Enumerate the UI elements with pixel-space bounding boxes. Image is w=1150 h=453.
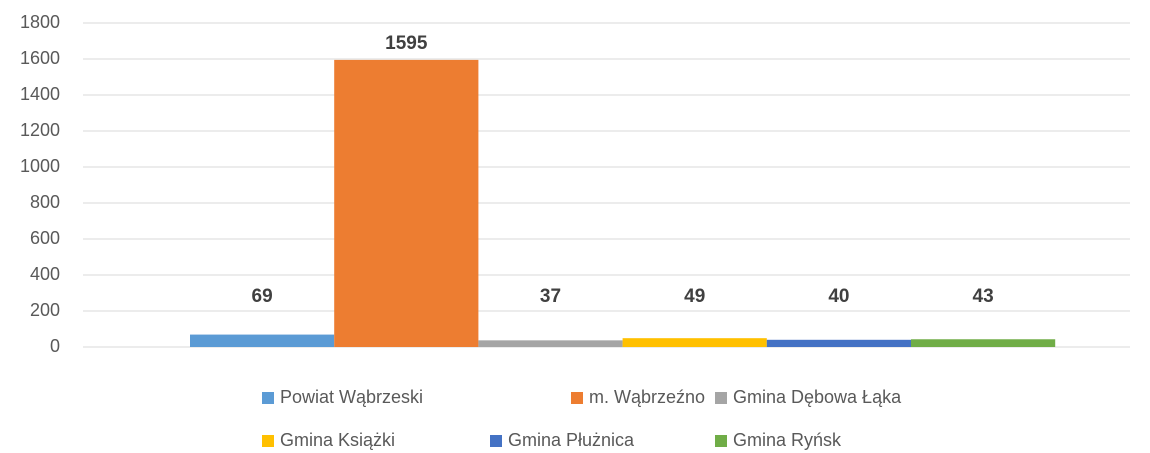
bar [478,340,623,347]
legend-swatch [715,392,727,404]
y-tick-label: 1800 [20,12,60,32]
y-tick-label: 400 [30,264,60,284]
legend-label: Gmina Płużnica [508,430,635,450]
y-tick-label: 1000 [20,156,60,176]
y-tick-label: 600 [30,228,60,248]
data-label: 1595 [385,33,428,54]
data-label: 40 [828,286,849,307]
bar [911,339,1056,347]
data-label: 43 [973,286,994,307]
bar [766,339,911,347]
y-tick-label: 200 [30,300,60,320]
data-label: 49 [684,286,705,307]
y-tick-label: 800 [30,192,60,212]
legend-swatch [490,435,502,447]
bar [190,334,335,347]
data-label: 69 [252,286,273,307]
legend-label: Gmina Książki [280,430,395,450]
legend-label: Powiat Wąbrzeski [280,387,423,407]
data-label: 37 [540,286,561,307]
legend-label: Gmina Dębowa Łąka [733,387,902,407]
bar [622,338,767,347]
legend-label: Gmina Ryńsk [733,430,842,450]
y-tick-label: 1600 [20,48,60,68]
legend-swatch [262,435,274,447]
legend-label: m. Wąbrzeźno [589,387,705,407]
y-tick-label: 1200 [20,120,60,140]
y-tick-label: 1400 [20,84,60,104]
legend-swatch [262,392,274,404]
y-tick-label: 0 [50,336,60,356]
bar [334,59,479,348]
legend-swatch [571,392,583,404]
legend-swatch [715,435,727,447]
